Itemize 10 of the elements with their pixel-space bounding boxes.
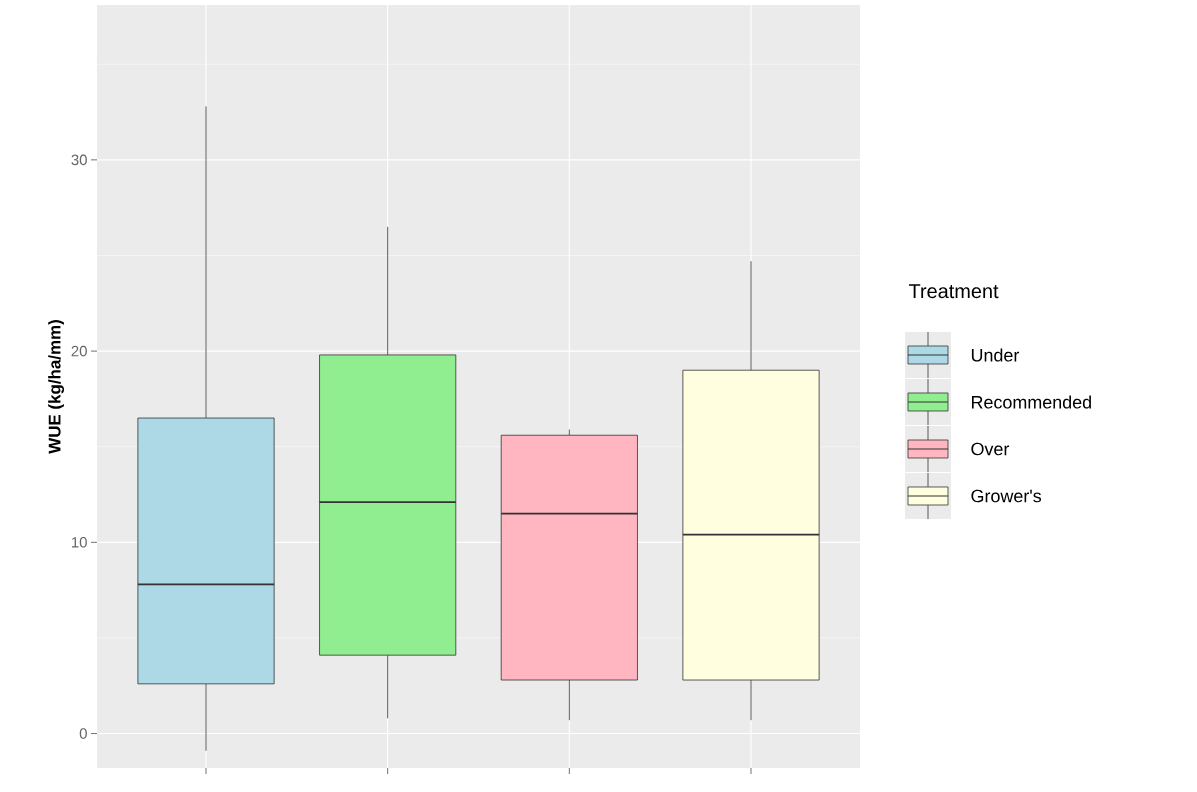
y-axis-title: WUE (kg/ha/mm): [48, 320, 65, 454]
y-tick-label: 0: [79, 728, 87, 739]
y-tick-label: 30: [71, 154, 87, 166]
legend-label: Recommended: [971, 395, 1091, 409]
legend-label: Over: [971, 442, 1010, 456]
legend-title: Treatment: [908, 284, 999, 299]
legend-label: Under: [971, 348, 1020, 362]
y-tick-label: 20: [71, 345, 87, 357]
legend-label: Grower's: [971, 489, 1042, 503]
y-tick-label: 10: [72, 537, 87, 548]
